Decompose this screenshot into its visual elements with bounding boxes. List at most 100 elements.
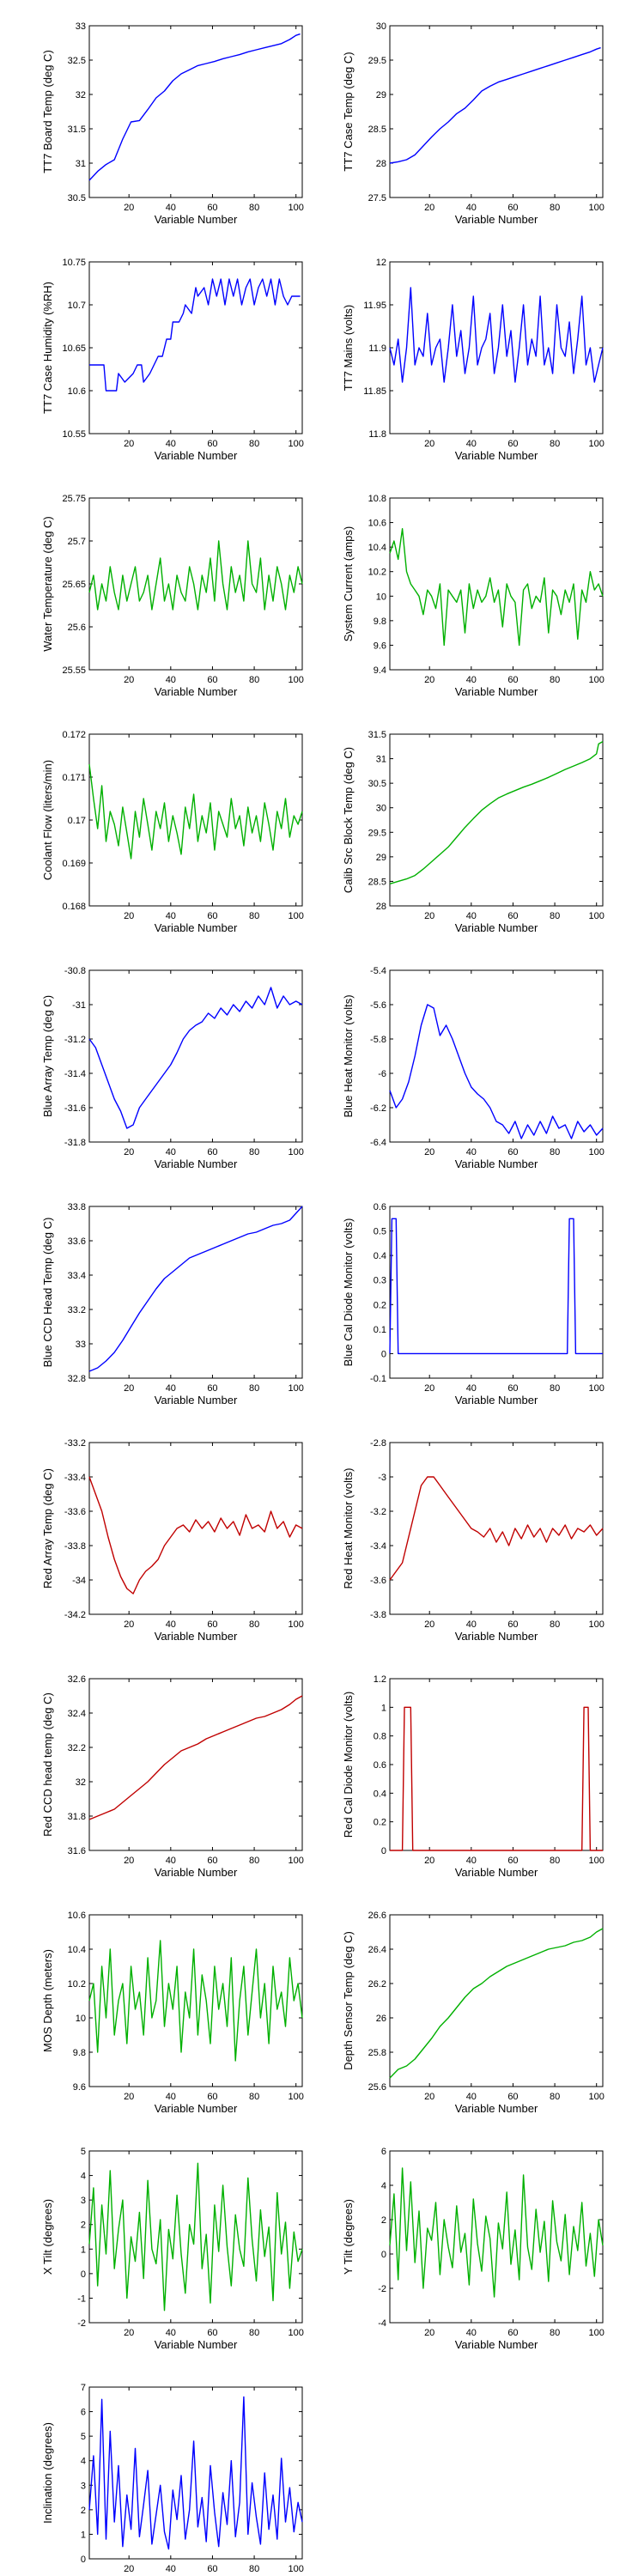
x-tick-label: 20 (424, 911, 434, 921)
x-tick-label: 100 (289, 911, 304, 921)
y-axis-label: Red Cal Diode Monitor (volts) (342, 1692, 355, 1838)
y-tick-label: -31.6 (64, 1103, 86, 1114)
y-axis-label: Blue CCD Head Temp (deg C) (41, 1218, 54, 1368)
x-tick-label: 20 (424, 1619, 434, 1630)
chart-13: -34.2 -34 -33.8 -33.6 -33.4 -33.2 20 40 60 80 100 V… (41, 1438, 304, 1643)
x-tick-label: 60 (507, 2092, 518, 2102)
y-tick-label: 10.65 (62, 343, 86, 354)
x-tick-label: 20 (124, 1383, 134, 1394)
x-tick-label: 40 (466, 1619, 477, 1630)
y-axis-label: System Current (amps) (342, 526, 355, 641)
y-tick-label: 0.3 (374, 1276, 386, 1286)
x-axis-label: Variable Number (455, 1866, 538, 1879)
x-tick-label: 40 (166, 675, 176, 685)
x-tick-label: 20 (124, 1147, 134, 1157)
y-tick-label: -33.6 (64, 1507, 86, 1517)
x-tick-label: 20 (124, 2328, 134, 2338)
y-tick-label: -3.2 (370, 1507, 386, 1517)
x-axis-label: Variable Number (155, 449, 238, 462)
series-line (88, 1940, 303, 2062)
y-axis-label: MOS Depth (meters) (41, 1949, 54, 2052)
series-line (389, 2167, 604, 2298)
y-tick-label: -5.8 (370, 1035, 386, 1045)
y-tick-label: 0.4 (374, 1251, 386, 1261)
x-axis-label: Variable Number (155, 685, 238, 698)
series-line (389, 1476, 604, 1581)
x-tick-label: 80 (249, 439, 259, 449)
x-tick-label: 20 (424, 439, 434, 449)
x-tick-label: 40 (166, 439, 176, 449)
y-tick-label: 0.1 (374, 1325, 386, 1335)
series-line (88, 1206, 303, 1372)
y-tick-label: 0.6 (374, 1760, 386, 1771)
y-tick-label: 10.2 (68, 1979, 86, 1990)
y-tick-label: 31.5 (68, 125, 86, 135)
x-axis-label: Variable Number (455, 213, 538, 226)
x-tick-label: 40 (166, 2564, 176, 2574)
plot-frame (389, 497, 604, 671)
x-tick-label: 60 (207, 2328, 217, 2338)
x-tick-label: 60 (207, 675, 217, 685)
x-tick-label: 40 (166, 911, 176, 921)
x-tick-label: 20 (424, 1383, 434, 1394)
series-line (88, 540, 303, 611)
y-tick-label: 31.5 (368, 730, 386, 740)
y-tick-label: -6.2 (370, 1103, 386, 1114)
y-tick-label: 29 (376, 90, 386, 100)
plot-frame (389, 1914, 604, 2087)
y-tick-label: -0.1 (370, 1374, 386, 1384)
x-tick-label: 20 (124, 439, 134, 449)
y-tick-label: -31.4 (64, 1069, 86, 1079)
y-tick-label: -3 (378, 1473, 386, 1483)
y-tick-label: 10.55 (62, 429, 86, 440)
x-tick-label: 100 (289, 1383, 304, 1394)
y-tick-label: -6 (378, 1069, 386, 1079)
series-line (389, 1928, 604, 2079)
x-tick-label: 60 (207, 1619, 217, 1630)
chart-17: 9.6 9.8 10 10.2 10.4 10.6 20 40 60 80 100 Variable … (41, 1911, 304, 2115)
y-tick-label: 0.172 (62, 730, 86, 740)
x-tick-label: 80 (550, 2092, 560, 2102)
x-tick-label: 80 (249, 911, 259, 921)
x-tick-label: 40 (166, 2092, 176, 2102)
y-axis-label: Blue Array Temp (deg C) (41, 995, 54, 1117)
chart-18: 25.6 25.8 26 26.2 26.4 26.6 20 40 60 80 100 Variabl… (342, 1911, 605, 2115)
y-tick-label: -31.8 (64, 1138, 86, 1148)
y-tick-label: 9.4 (374, 665, 386, 676)
x-tick-label: 80 (249, 675, 259, 685)
y-tick-label: -31 (72, 1000, 86, 1011)
y-tick-label: 28.5 (368, 877, 386, 887)
y-tick-label: 30.5 (68, 193, 86, 204)
x-tick-label: 100 (289, 203, 304, 213)
x-tick-label: 80 (249, 203, 259, 213)
x-tick-label: 100 (589, 1619, 605, 1630)
x-tick-label: 80 (249, 2328, 259, 2338)
x-tick-label: 80 (550, 675, 560, 685)
y-tick-label: 25.65 (62, 580, 86, 590)
plot-frame (88, 1678, 303, 1851)
y-tick-label: 5 (81, 2432, 86, 2442)
chart-16: 0 0.2 0.4 0.6 0.8 1 1.2 20 40 60 80 100 Variable Num… (342, 1674, 605, 1879)
x-tick-label: 40 (466, 1383, 477, 1394)
y-tick-label: 6 (81, 2408, 86, 2418)
y-axis-label: Red CCD head temp (deg C) (41, 1692, 54, 1837)
x-tick-label: 100 (289, 439, 304, 449)
y-axis-label: Coolant Flow (liters/min) (41, 760, 54, 880)
y-tick-label: 3 (81, 2481, 86, 2491)
y-tick-label: 28.5 (368, 125, 386, 135)
x-tick-label: 80 (550, 439, 560, 449)
y-tick-label: 32 (76, 90, 86, 100)
series-line (389, 46, 601, 164)
y-tick-label: 9.8 (374, 617, 386, 627)
x-tick-label: 60 (507, 1856, 518, 1866)
y-tick-label: 0 (81, 2269, 86, 2280)
x-tick-label: 60 (507, 675, 518, 685)
x-axis-label: Variable Number (455, 2102, 538, 2115)
y-tick-label: 26.2 (368, 1979, 386, 1990)
y-tick-label: 25.6 (368, 2082, 386, 2093)
x-tick-label: 100 (289, 1147, 304, 1157)
x-axis-label: Variable Number (455, 685, 538, 698)
plot-frame (88, 2150, 303, 2324)
x-tick-label: 60 (507, 1147, 518, 1157)
y-tick-label: 10.4 (68, 1945, 86, 1955)
